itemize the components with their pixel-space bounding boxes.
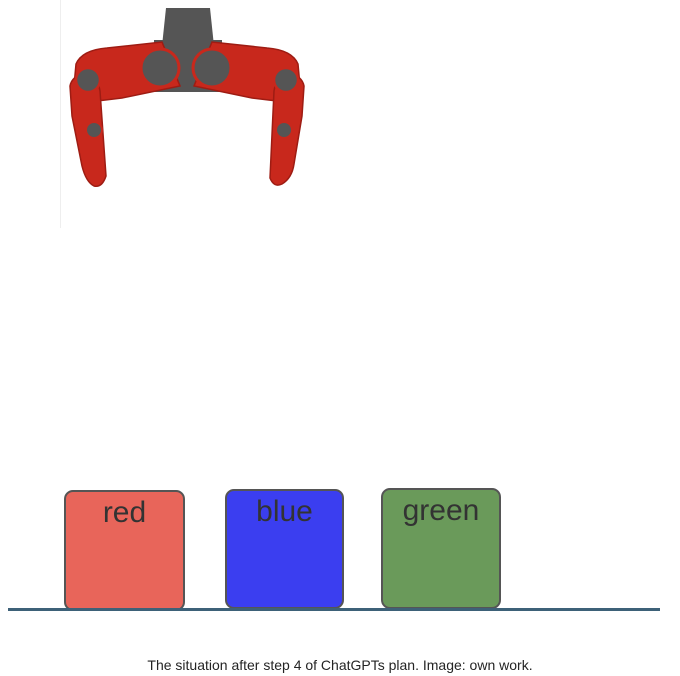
block-red: red [64,490,185,611]
figure-caption: The situation after step 4 of ChatGPTs p… [147,657,533,673]
block-label: blue [256,495,313,528]
robot-gripper-icon [69,8,305,188]
gripper-joint [74,66,102,94]
gripper-joint [191,47,233,89]
gripper-joint [272,66,300,94]
gripper-joint [139,47,181,89]
block-green: green [381,488,501,609]
image-edge-line [60,0,61,228]
block-label: green [402,494,480,527]
gripper-joint [275,121,293,139]
ground-line [8,608,660,611]
blocks-world-scene: red blue green [8,0,660,611]
block-blue: blue [225,489,344,609]
gripper-joint [85,121,103,139]
gripper-mount [162,8,214,46]
block-label: red [102,496,147,529]
